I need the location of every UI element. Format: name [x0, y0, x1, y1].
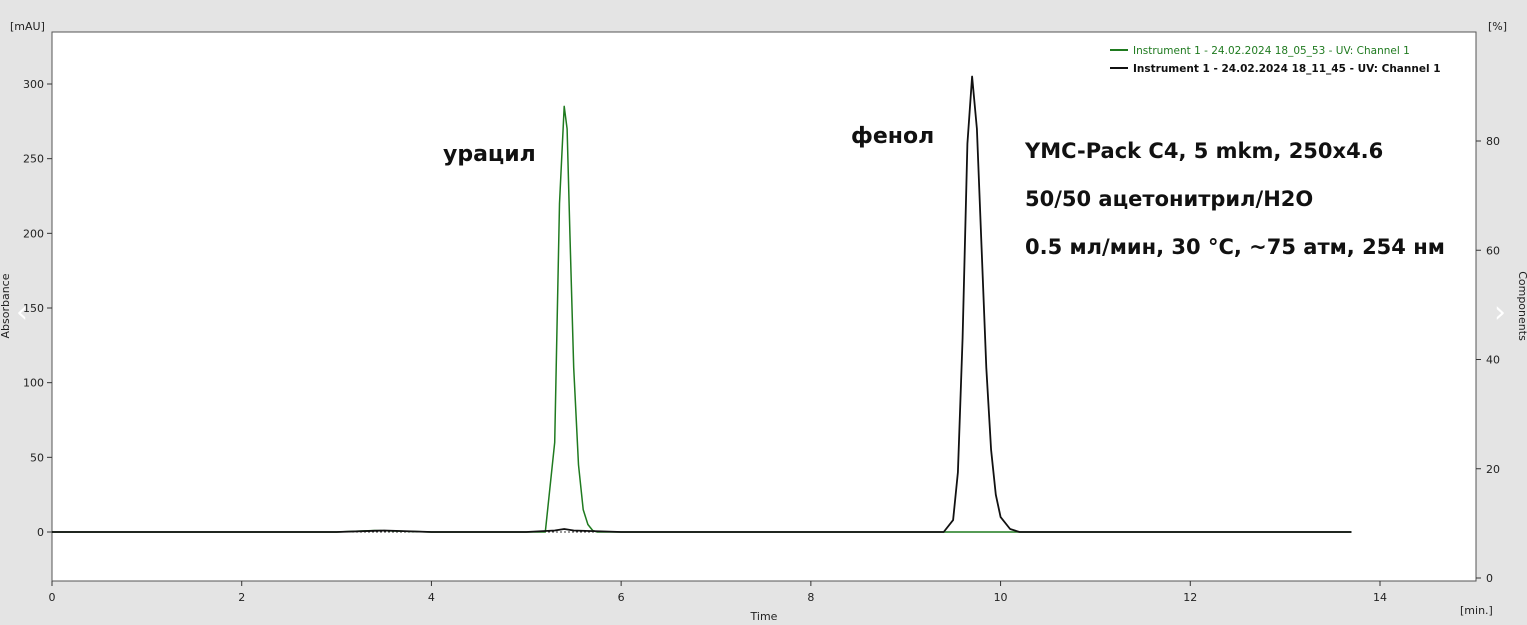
condition-parameters: 0.5 мл/мин, 30 °C, ~75 атм, 254 нм [1025, 235, 1445, 259]
y2-axis-ticks: 0 20 40 60 80 [1476, 135, 1500, 585]
y2-tick-label: 20 [1486, 463, 1500, 476]
x-axis-title: Time [750, 610, 778, 623]
y-axis-ticks: 0 50 100 150 200 250 300 [23, 78, 52, 539]
y-tick-label: 200 [23, 227, 44, 240]
y2-tick-label: 40 [1486, 354, 1500, 367]
x-tick-label: 14 [1373, 591, 1387, 604]
x-axis-ticks: 0 2 4 6 8 10 12 14 [49, 581, 1387, 604]
y-tick-label: 150 [23, 302, 44, 315]
series-line-2 [52, 75, 1352, 533]
x-tick-label: 0 [49, 591, 56, 604]
x-tick-label: 8 [807, 591, 814, 604]
y-tick-label: 300 [23, 78, 44, 91]
y-tick-label: 50 [30, 451, 44, 464]
y2-axis-title: Components [1516, 271, 1527, 341]
y2-tick-label: 60 [1486, 244, 1500, 257]
legend-label-1: Instrument 1 - 24.02.2024 18_05_53 - UV:… [1133, 45, 1410, 57]
y-axis-unit: [mAU] [10, 20, 45, 33]
y-tick-label: 250 [23, 153, 44, 166]
x-tick-label: 2 [238, 591, 245, 604]
x-tick-label: 12 [1183, 591, 1197, 604]
chevron-left-icon[interactable]: ‹ [16, 295, 28, 330]
series-layer [52, 75, 1352, 533]
condition-column: YMC-Pack C4, 5 mkm, 250x4.6 [1024, 139, 1383, 163]
legend: Instrument 1 - 24.02.2024 18_05_53 - UV:… [1110, 45, 1441, 75]
y-axis-title: Absorbance [0, 273, 12, 338]
chevron-right-icon[interactable]: › [1494, 295, 1506, 330]
y-tick-label: 0 [37, 526, 44, 539]
annotation-phenol: фенол [851, 124, 934, 149]
x-tick-label: 4 [428, 591, 435, 604]
y2-axis-unit: [%] [1488, 20, 1507, 33]
x-tick-label: 10 [994, 591, 1008, 604]
y2-tick-label: 80 [1486, 135, 1500, 148]
annotation-uracil: урацил [443, 142, 536, 167]
plot-area [51, 31, 1477, 582]
x-tick-label: 6 [618, 591, 625, 604]
y2-tick-label: 0 [1486, 572, 1493, 585]
y-tick-label: 100 [23, 377, 44, 390]
x-axis-unit: [min.] [1460, 604, 1493, 617]
legend-label-2: Instrument 1 - 24.02.2024 18_11_45 - UV:… [1133, 63, 1441, 75]
condition-eluent: 50/50 ацетонитрил/H2O [1025, 187, 1313, 211]
